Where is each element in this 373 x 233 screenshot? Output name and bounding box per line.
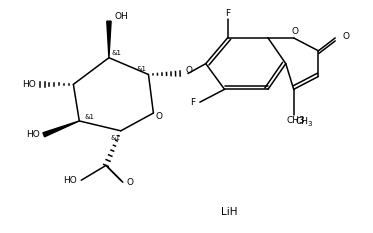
Text: &1: &1 — [137, 65, 147, 72]
Polygon shape — [107, 21, 111, 58]
Text: F: F — [190, 98, 195, 107]
Text: O: O — [185, 66, 192, 75]
Text: O: O — [127, 178, 134, 187]
Text: &1: &1 — [84, 114, 94, 120]
Text: F: F — [225, 9, 230, 18]
Text: HO: HO — [26, 130, 40, 139]
Text: O: O — [342, 32, 349, 41]
Text: HO: HO — [22, 80, 36, 89]
Text: CH3: CH3 — [286, 116, 305, 125]
Text: 3: 3 — [308, 121, 312, 127]
Text: O: O — [156, 113, 163, 121]
Text: HO: HO — [63, 176, 77, 185]
Text: &1: &1 — [111, 135, 121, 141]
Polygon shape — [43, 121, 79, 137]
Text: LiH: LiH — [221, 207, 238, 217]
Text: O: O — [291, 27, 298, 35]
Text: CH: CH — [296, 117, 309, 127]
Text: OH: OH — [115, 12, 129, 21]
Text: &1: &1 — [112, 50, 122, 56]
